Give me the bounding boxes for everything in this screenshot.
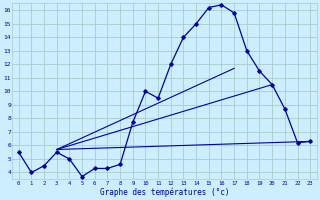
X-axis label: Graphe des températures (°c): Graphe des températures (°c) [100, 187, 229, 197]
